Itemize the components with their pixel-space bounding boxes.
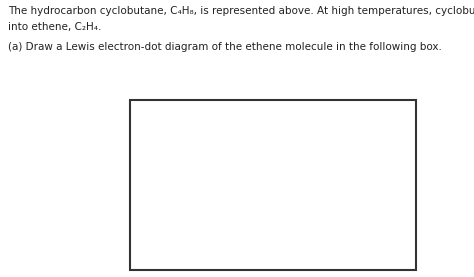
Bar — [130, 100, 416, 270]
Text: into ethene, C₂H₄.: into ethene, C₂H₄. — [8, 22, 101, 32]
Text: The hydrocarbon cyclobutane, C₄H₈, is represented above. At high temperatures, c: The hydrocarbon cyclobutane, C₄H₈, is re… — [8, 6, 474, 16]
Text: (a) Draw a Lewis electron-dot diagram of the ethene molecule in the following bo: (a) Draw a Lewis electron-dot diagram of… — [8, 42, 442, 52]
